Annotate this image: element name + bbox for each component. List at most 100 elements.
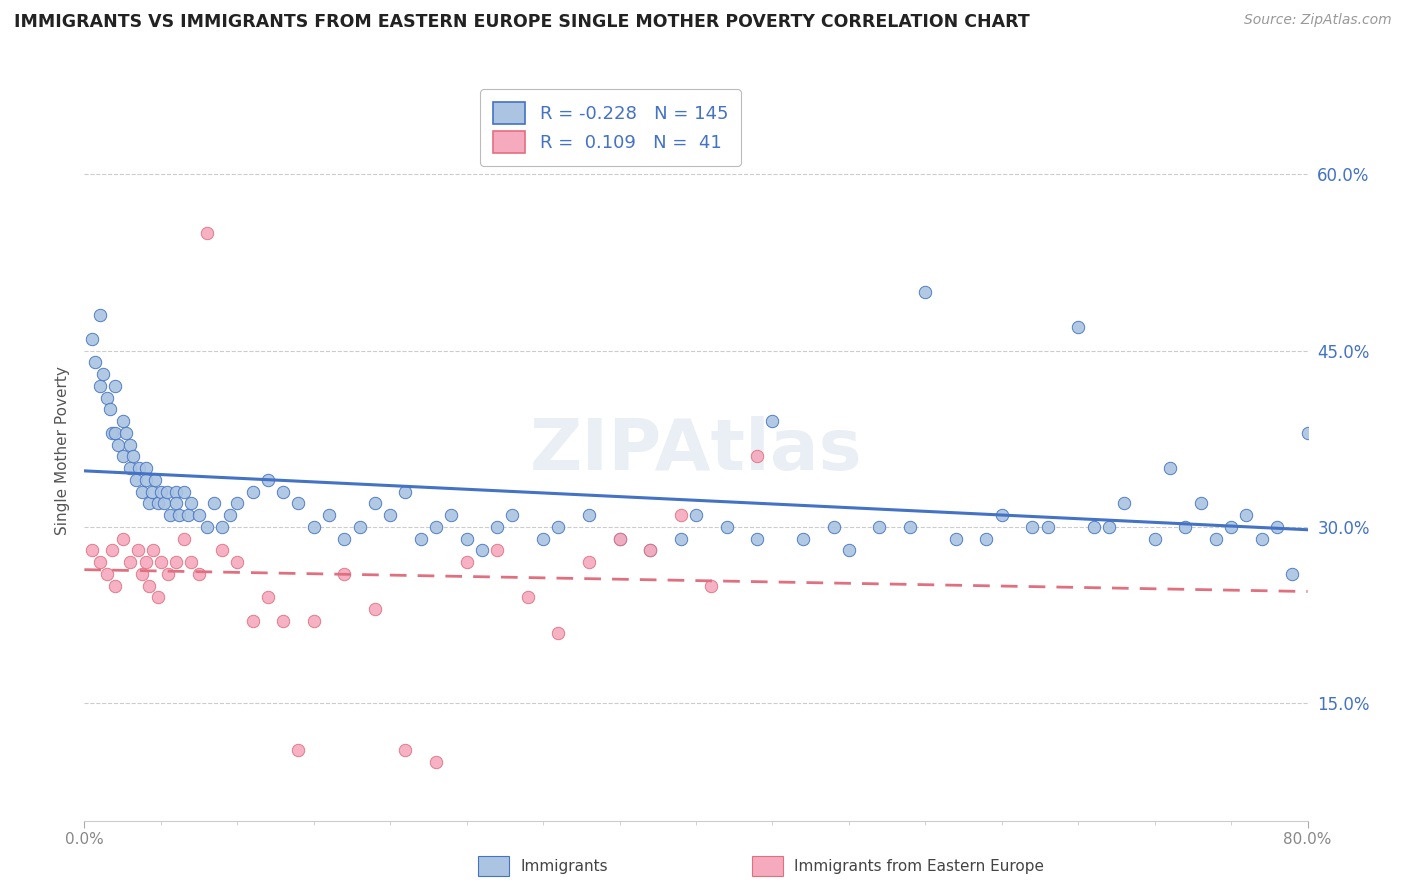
Text: ZIPAtlas: ZIPAtlas: [530, 416, 862, 485]
Point: [1296, 425, 1319, 440]
Point: [138, 579, 160, 593]
Point: [135, 461, 157, 475]
Point: [149, 555, 172, 569]
Point: [380, 508, 402, 522]
Point: [1143, 532, 1166, 546]
Point: [89, 308, 111, 322]
Point: [138, 496, 160, 510]
Legend: R = -0.228   N = 145, R =  0.109   N =  41: R = -0.228 N = 145, R = 0.109 N = 41: [479, 89, 741, 166]
Point: [898, 520, 921, 534]
Point: [838, 543, 860, 558]
Point: [287, 743, 309, 757]
Point: [173, 532, 195, 546]
Point: [159, 508, 181, 522]
Point: [125, 473, 148, 487]
Point: [425, 755, 447, 769]
Point: [257, 473, 280, 487]
Point: [111, 414, 134, 428]
Point: [1189, 496, 1212, 510]
Point: [101, 425, 124, 440]
Point: [226, 555, 249, 569]
Point: [578, 508, 600, 522]
Point: [114, 425, 136, 440]
Point: [456, 555, 478, 569]
Point: [638, 543, 661, 558]
Point: [91, 367, 114, 381]
Point: [761, 414, 783, 428]
Point: [257, 591, 280, 605]
Point: [188, 508, 211, 522]
Point: [149, 484, 172, 499]
Point: [531, 532, 554, 546]
Point: [120, 555, 142, 569]
Point: [135, 473, 157, 487]
Point: [180, 496, 202, 510]
Point: [991, 508, 1014, 522]
Point: [394, 484, 416, 499]
Point: [128, 461, 150, 475]
Point: [120, 461, 142, 475]
Point: [440, 508, 463, 522]
Point: [143, 473, 166, 487]
Point: [869, 520, 891, 534]
Text: IMMIGRANTS VS IMMIGRANTS FROM EASTERN EUROPE SINGLE MOTHER POVERTY CORRELATION C: IMMIGRANTS VS IMMIGRANTS FROM EASTERN EU…: [14, 13, 1029, 31]
Point: [271, 484, 294, 499]
Point: [165, 484, 187, 499]
Point: [141, 484, 163, 499]
Y-axis label: Single Mother Poverty: Single Mother Poverty: [55, 366, 70, 535]
Point: [89, 379, 111, 393]
Point: [165, 496, 187, 510]
Point: [669, 532, 692, 546]
Point: [1098, 520, 1121, 534]
Text: Source: ZipAtlas.com: Source: ZipAtlas.com: [1244, 13, 1392, 28]
Point: [333, 532, 356, 546]
Point: [609, 532, 631, 546]
Point: [547, 520, 569, 534]
Point: [547, 625, 569, 640]
Point: [486, 543, 509, 558]
Point: [146, 496, 169, 510]
Point: [127, 543, 149, 558]
Point: [364, 496, 387, 510]
Point: [96, 566, 118, 581]
Point: [1159, 461, 1181, 475]
Point: [188, 566, 211, 581]
Point: [122, 450, 145, 464]
Point: [945, 532, 967, 546]
Point: [211, 543, 233, 558]
Point: [287, 496, 309, 510]
Point: [792, 532, 814, 546]
Point: [211, 520, 233, 534]
Point: [364, 602, 387, 616]
Point: [111, 450, 134, 464]
Point: [716, 520, 738, 534]
Point: [669, 508, 692, 522]
Point: [104, 379, 127, 393]
Point: [271, 614, 294, 628]
Point: [146, 591, 169, 605]
Point: [333, 566, 356, 581]
Point: [107, 437, 129, 451]
Point: [218, 508, 240, 522]
Point: [195, 520, 218, 534]
Point: [153, 496, 176, 510]
Point: [80, 543, 103, 558]
Point: [1021, 520, 1043, 534]
Point: [318, 508, 340, 522]
Point: [131, 484, 153, 499]
Point: [96, 391, 118, 405]
Point: [486, 520, 509, 534]
Text: Immigrants from Eastern Europe: Immigrants from Eastern Europe: [794, 859, 1045, 873]
Point: [242, 484, 264, 499]
Point: [1205, 532, 1227, 546]
Point: [394, 743, 416, 757]
Point: [135, 555, 157, 569]
Point: [1250, 532, 1272, 546]
Point: [89, 555, 111, 569]
Point: [226, 496, 249, 510]
Point: [456, 532, 478, 546]
Point: [747, 532, 769, 546]
Point: [195, 226, 218, 240]
Point: [1036, 520, 1059, 534]
Point: [173, 484, 195, 499]
